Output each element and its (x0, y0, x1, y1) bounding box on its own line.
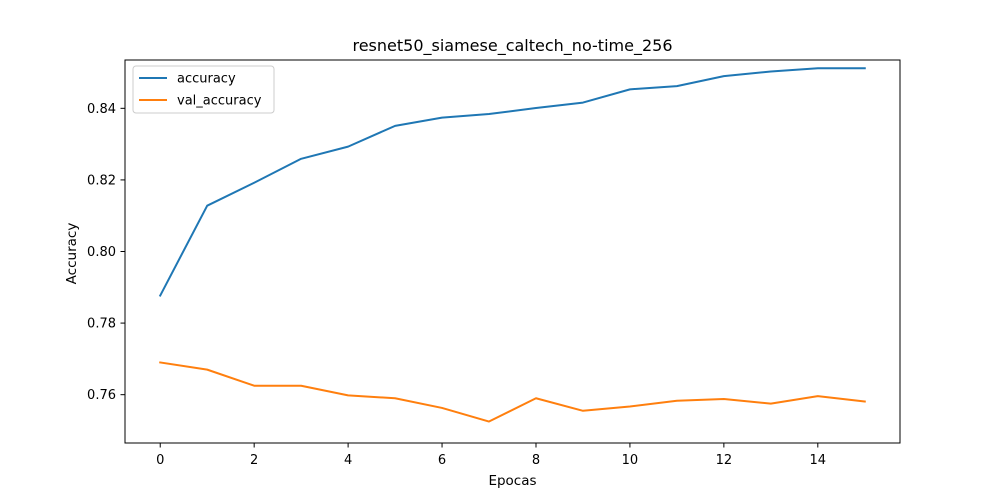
y-tick-label: 0.78 (87, 317, 116, 332)
x-axis-label: Epocas (488, 473, 536, 489)
y-tick-label: 0.80 (87, 245, 116, 260)
x-tick-label: 0 (156, 453, 164, 468)
chart-title: resnet50_siamese_caltech_no-time_256 (352, 36, 672, 56)
legend-label-accuracy: accuracy (177, 72, 236, 87)
x-tick-label: 12 (716, 453, 733, 468)
y-tick-label: 0.76 (87, 388, 116, 403)
legend-box (132, 65, 275, 114)
x-tick-label: 14 (810, 453, 827, 468)
x-tick-label: 10 (622, 453, 639, 468)
series-line-accuracy (158, 67, 866, 297)
ticks-layer: 0 2 4 6 8 10 12 14 0.76 0.78 0.80 0.82 0.84 (87, 102, 826, 468)
series-layer (158, 67, 866, 423)
x-tick-label: 6 (438, 453, 446, 468)
x-tick-label: 2 (250, 453, 258, 468)
y-tick-label: 0.84 (87, 102, 116, 117)
plot-area-frame (124, 59, 901, 444)
y-axis-label: Accuracy (64, 223, 80, 285)
y-tick-label: 0.82 (87, 173, 116, 188)
series-line-val-accuracy (159, 361, 866, 423)
legend: accuracy val_accuracy (132, 65, 275, 114)
legend-label-val-accuracy: val_accuracy (177, 94, 262, 109)
x-tick-label: 4 (344, 453, 352, 468)
x-tick-label: 8 (532, 453, 540, 468)
